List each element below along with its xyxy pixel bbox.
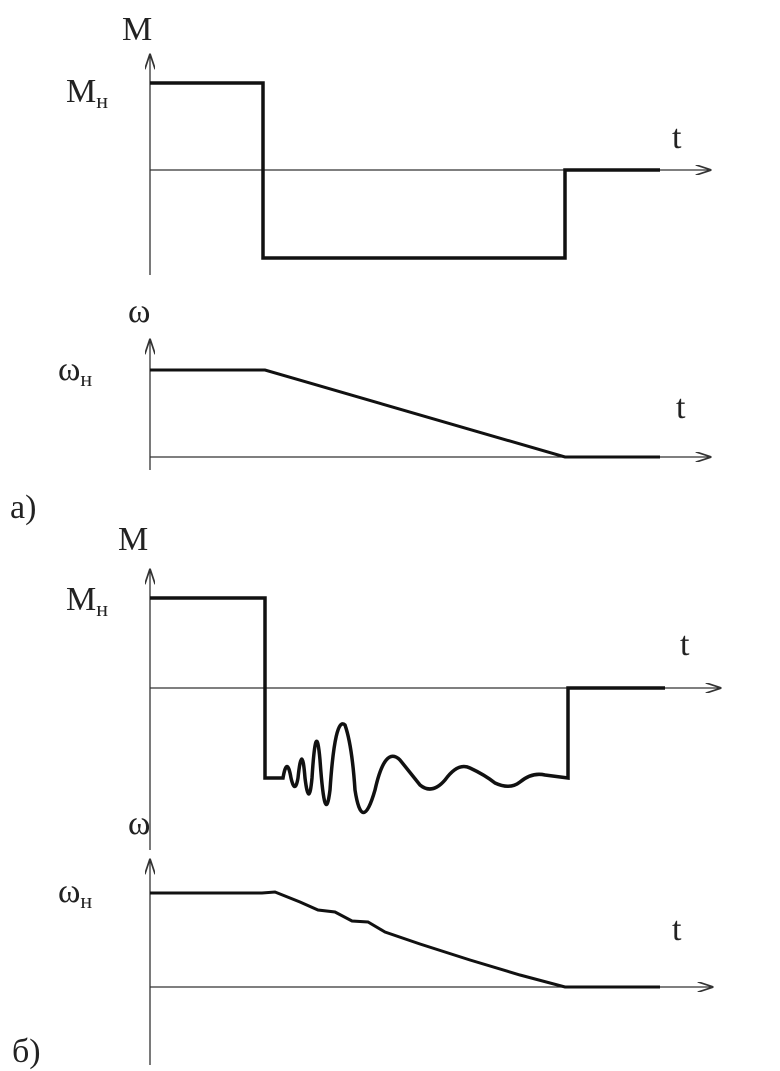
time-label: t	[672, 911, 682, 948]
level-sub: н	[96, 88, 108, 113]
level-base: M	[66, 73, 96, 110]
time-label: t	[680, 626, 690, 663]
level-label: Mн	[66, 581, 108, 621]
level-label: Mн	[66, 73, 108, 113]
axis-label: M	[118, 521, 148, 558]
axis-label: ω	[128, 805, 150, 842]
axis-label: M	[122, 11, 152, 48]
speed-curve	[150, 368, 660, 459]
axis-label: ω	[128, 293, 150, 330]
time-label: t	[672, 119, 682, 156]
panel-label: б)	[12, 1033, 41, 1070]
panel-label: а)	[10, 489, 36, 526]
level-sub: н	[80, 888, 92, 913]
torque-curve	[150, 596, 665, 814]
time-label: t	[676, 389, 686, 426]
torque-curve	[150, 81, 660, 260]
level-sub: н	[96, 596, 108, 621]
speed-curve	[150, 890, 660, 989]
level-base: ω	[58, 351, 80, 388]
level-base: ω	[58, 873, 80, 910]
level-base: M	[66, 581, 96, 618]
level-sub: н	[80, 366, 92, 391]
level-label: ωн	[58, 351, 92, 391]
level-label: ωн	[58, 873, 92, 913]
